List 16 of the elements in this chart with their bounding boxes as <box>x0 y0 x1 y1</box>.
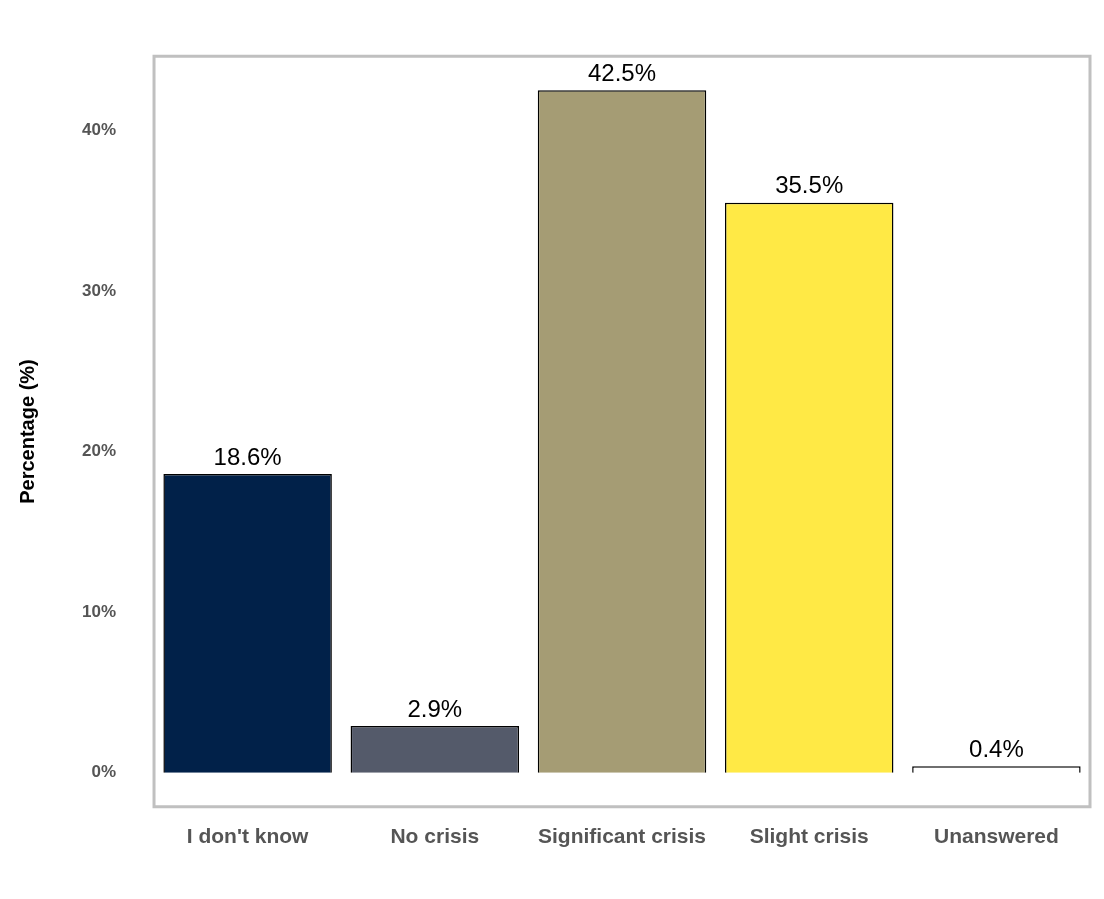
y-tick-label: 10% <box>81 601 117 621</box>
data-label: 35.5% <box>775 171 844 199</box>
y-tick-label: 40% <box>81 120 117 140</box>
data-label: 42.5% <box>587 58 657 86</box>
x-tick-label: Unanswered <box>933 824 1059 848</box>
x-tick-label: Significant crisis <box>537 824 707 848</box>
data-label: 18.6% <box>213 442 282 470</box>
y-tick-label: 0% <box>91 762 117 782</box>
y-tick-label: 20% <box>81 441 117 461</box>
x-tick-label: No crisis <box>390 824 480 848</box>
data-label: 0.4% <box>969 734 1024 762</box>
x-tick-label: I don't know <box>186 824 310 848</box>
y-axis-title: Percentage (%) <box>15 359 38 504</box>
x-tick-label: Slight crisis <box>749 824 869 848</box>
data-label: 2.9% <box>407 694 463 722</box>
y-tick-label: 30% <box>81 280 117 300</box>
